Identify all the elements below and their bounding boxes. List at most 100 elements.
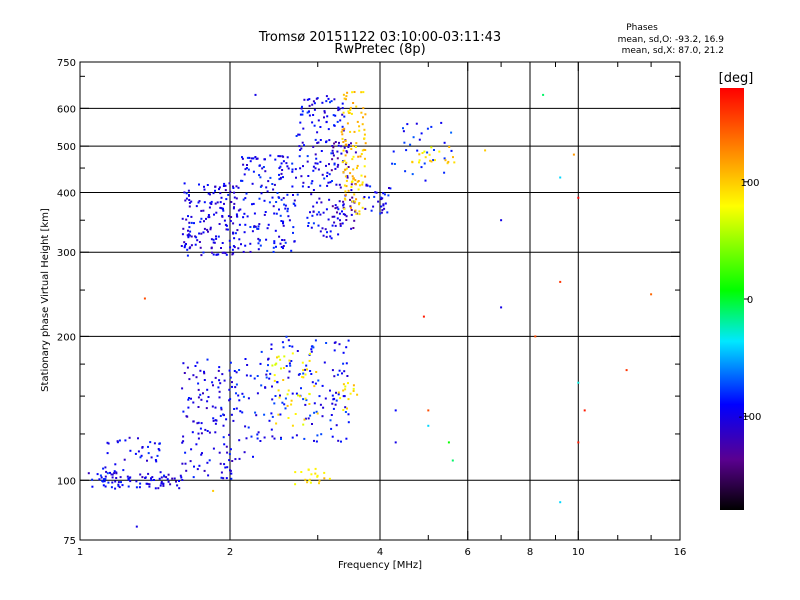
data-point — [291, 162, 294, 165]
data-point — [272, 246, 275, 249]
data-point — [356, 120, 359, 123]
data-point — [149, 441, 152, 444]
data-point — [297, 394, 299, 397]
data-point — [274, 158, 277, 161]
data-point — [281, 169, 284, 171]
data-point — [364, 149, 367, 151]
data-point — [285, 162, 288, 165]
data-point — [330, 427, 333, 430]
data-point — [362, 116, 364, 119]
data-point — [258, 223, 261, 226]
stats-line-x: mean, sd,X: 87.0, 21.2 — [622, 46, 724, 56]
data-point — [176, 484, 179, 487]
data-point — [314, 167, 317, 170]
data-point — [229, 246, 232, 249]
data-point — [118, 439, 121, 442]
data-point — [287, 167, 290, 170]
data-point — [208, 459, 211, 462]
data-point — [331, 145, 334, 147]
data-point — [178, 480, 180, 482]
data-point — [243, 212, 246, 215]
data-point — [223, 379, 226, 382]
data-point — [394, 409, 397, 412]
data-point — [303, 437, 306, 440]
data-point — [312, 169, 315, 172]
data-point — [304, 417, 307, 420]
data-point — [229, 376, 232, 379]
data-point — [291, 185, 294, 188]
data-point — [309, 211, 311, 214]
data-point — [186, 234, 189, 237]
data-point — [157, 487, 160, 490]
data-point — [298, 145, 301, 148]
data-point — [279, 155, 282, 158]
data-point — [181, 233, 184, 236]
data-point — [286, 210, 289, 213]
data-point — [359, 184, 361, 187]
data-point — [334, 403, 337, 406]
data-point — [217, 369, 220, 372]
data-point — [341, 107, 344, 110]
data-point — [452, 156, 454, 159]
data-point — [270, 412, 273, 415]
data-point — [301, 361, 304, 364]
data-point — [303, 144, 305, 147]
data-point — [325, 235, 328, 238]
data-point — [353, 193, 356, 196]
data-point — [404, 170, 407, 173]
data-point — [352, 227, 355, 229]
data-point — [282, 155, 285, 158]
data-point — [583, 409, 586, 412]
data-point — [355, 212, 358, 215]
x-tick-label: 4 — [377, 547, 383, 558]
data-point — [197, 406, 200, 408]
data-point — [330, 100, 333, 103]
data-point — [389, 187, 392, 190]
data-point — [209, 226, 212, 229]
data-point — [212, 238, 215, 241]
data-point — [424, 156, 427, 159]
data-point — [236, 215, 238, 218]
data-point — [200, 432, 203, 435]
data-point — [306, 216, 309, 219]
data-point — [308, 104, 311, 107]
data-point — [198, 183, 200, 186]
data-point — [347, 398, 350, 401]
data-point — [344, 168, 347, 171]
data-point — [415, 122, 418, 125]
data-point — [209, 228, 212, 231]
data-point — [188, 201, 191, 204]
data-point — [91, 478, 94, 481]
data-point — [340, 145, 343, 148]
chart-title: Tromsø 20151122 03:10:00-03:11:43 — [258, 30, 501, 45]
data-point — [306, 98, 309, 101]
data-point — [100, 476, 103, 479]
data-point — [286, 165, 289, 168]
data-point — [313, 402, 316, 405]
data-point — [322, 406, 325, 409]
data-point — [341, 372, 343, 375]
data-point — [194, 243, 197, 246]
data-point — [222, 208, 224, 210]
data-point — [338, 200, 341, 203]
data-point — [186, 248, 189, 251]
data-point — [312, 100, 315, 103]
data-point — [316, 474, 319, 477]
data-point — [339, 224, 342, 227]
data-point — [244, 425, 247, 428]
data-point — [294, 483, 297, 486]
data-point — [334, 141, 337, 143]
data-point — [317, 224, 320, 227]
data-point — [99, 474, 102, 477]
data-point — [264, 211, 267, 213]
data-point — [343, 370, 346, 373]
data-point — [190, 244, 193, 247]
data-point — [331, 215, 334, 218]
data-point — [334, 207, 337, 210]
data-point — [141, 476, 144, 479]
stats-line-o: mean, sd,O: -93.2, 16.9 — [618, 35, 725, 45]
data-point — [314, 162, 317, 165]
data-point — [102, 467, 105, 470]
data-point — [218, 186, 221, 189]
data-point — [299, 113, 302, 116]
